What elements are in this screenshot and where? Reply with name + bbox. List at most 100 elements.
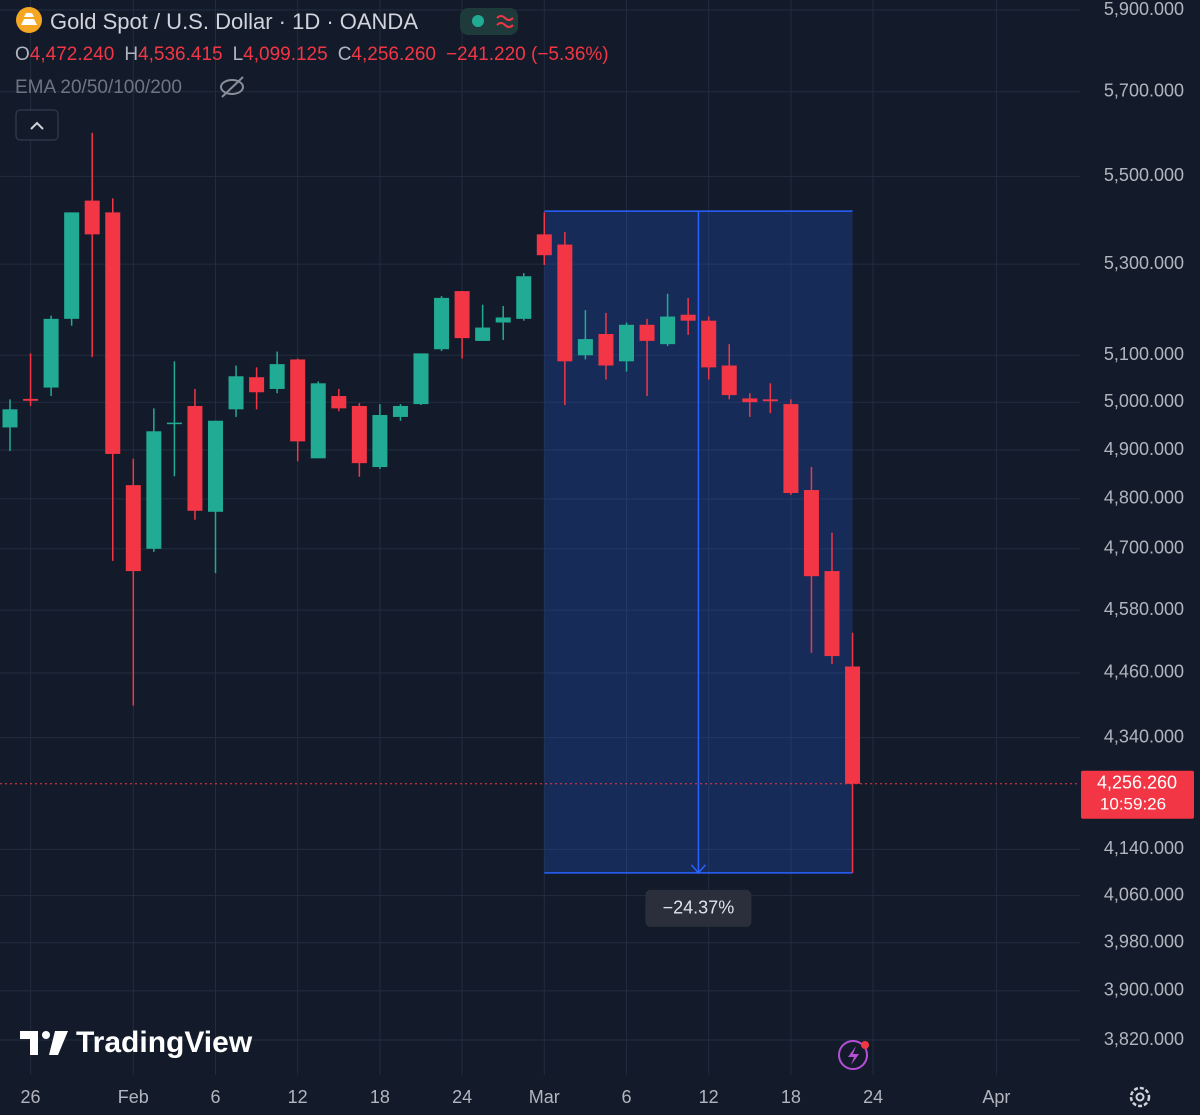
ohlc-row: O 4,472.240 H 4,536.415 L 4,099.125 C 4,… — [15, 42, 609, 68]
candle-body — [516, 276, 532, 319]
y-tick-label: 4,340.000 — [1104, 726, 1184, 746]
delay-icon — [496, 15, 514, 28]
candle-body — [228, 376, 244, 410]
high-key: H — [124, 44, 139, 65]
low-value: 4,099.125 — [243, 44, 328, 65]
candle-body — [742, 398, 758, 403]
y-tick-label: 5,000.000 — [1104, 391, 1184, 411]
logo-mark — [42, 1031, 50, 1039]
x-tick-label: 26 — [21, 1087, 41, 1107]
candle-body — [577, 339, 593, 356]
measure-layer: −24.37% — [0, 210, 1080, 927]
candle-body — [208, 420, 223, 512]
candle-body — [290, 359, 306, 442]
x-tick-label: 18 — [781, 1087, 801, 1107]
price-tag-value: 4,256.260 — [1097, 773, 1177, 793]
candle-body — [680, 314, 696, 321]
candle-body — [166, 422, 182, 425]
x-tick-label: Apr — [982, 1087, 1010, 1107]
alert-ring — [838, 1040, 868, 1070]
x-tick-label: 24 — [863, 1087, 883, 1107]
logo: TradingView — [20, 1026, 253, 1059]
symbol-title: Gold Spot / U.S. Dollar · 1D · OANDA — [50, 9, 418, 34]
candle-body — [454, 291, 470, 339]
high-value: 4,536.415 — [138, 44, 223, 65]
hide-icon[interactable] — [220, 76, 244, 98]
status-pill[interactable] — [460, 8, 518, 35]
candle-body — [475, 327, 491, 341]
logo-mark — [49, 1031, 68, 1055]
x-tick-label: 6 — [621, 1087, 631, 1107]
close-value: 4,256.260 — [351, 44, 436, 65]
candle-body — [372, 415, 388, 468]
x-tick-label: 12 — [699, 1087, 719, 1107]
x-tick-label: Feb — [118, 1087, 149, 1107]
x-tick-label: 12 — [288, 1087, 308, 1107]
candle-body — [639, 324, 655, 341]
candle-body — [2, 409, 18, 428]
candle-body — [23, 398, 39, 401]
y-tick-label: 3,820.000 — [1104, 1029, 1184, 1049]
candle-body — [845, 666, 861, 784]
candle-body — [310, 383, 326, 459]
y-tick-label: 3,900.000 — [1104, 980, 1184, 1000]
candle-body — [495, 317, 511, 323]
y-tick-label: 4,060.000 — [1104, 884, 1184, 904]
candle-body — [598, 333, 614, 366]
y-tick-label: 4,580.000 — [1104, 599, 1184, 619]
candle-body — [701, 320, 717, 368]
candle-body — [187, 405, 203, 511]
y-tick-label: 4,800.000 — [1104, 488, 1184, 508]
candle-body — [536, 234, 552, 256]
indicator: EMA 20/50/100/200 — [15, 77, 182, 98]
x-tick-label: 6 — [210, 1087, 220, 1107]
candle-body — [351, 405, 367, 464]
y-tick-label: 4,900.000 — [1104, 439, 1184, 459]
y-tick-label: 5,700.000 — [1104, 80, 1184, 100]
candle-body — [803, 490, 819, 577]
chevron — [30, 121, 44, 130]
candle-body — [392, 405, 408, 417]
candle-body — [269, 364, 285, 389]
candle-body — [146, 431, 162, 549]
gear-center — [1135, 1092, 1145, 1102]
indicator-row: EMA 20/50/100/200 — [15, 75, 182, 101]
y-tick-label: 5,900.000 — [1104, 0, 1184, 19]
open-key: O — [15, 44, 30, 65]
y-tick-label: 4,460.000 — [1104, 662, 1184, 682]
alert-icon[interactable] — [838, 1040, 869, 1070]
alert-bolt — [848, 1046, 859, 1065]
x-tick-label: 24 — [452, 1087, 472, 1107]
close-key: C — [337, 44, 352, 65]
alert-dot — [861, 1041, 869, 1049]
candle-body — [721, 365, 737, 396]
y-tick-label: 5,100.000 — [1104, 344, 1184, 364]
low-key: L — [232, 44, 244, 65]
measure-label: −24.37% — [663, 898, 735, 918]
symbol-icon-bars — [21, 13, 37, 25]
candle-body — [84, 200, 100, 235]
candle-body — [660, 316, 676, 345]
candle-body — [331, 396, 347, 409]
candle-body — [125, 485, 141, 572]
candle-body — [783, 404, 799, 493]
eye-slash — [221, 76, 244, 98]
collapse-button[interactable] — [15, 109, 59, 141]
y-tick-label: 4,700.000 — [1104, 538, 1184, 558]
candle-body — [824, 571, 840, 657]
y-tick-label: 5,300.000 — [1104, 253, 1184, 273]
measure-label-bg — [645, 889, 752, 927]
settings-icon[interactable] — [1129, 1086, 1151, 1108]
symbol-row: Gold Spot / U.S. Dollar · 1D · OANDA — [50, 8, 418, 36]
candle-body — [619, 324, 634, 362]
candle-body — [43, 318, 59, 388]
candle-body — [413, 353, 429, 405]
price-tag — [1081, 770, 1194, 819]
gear — [1129, 1086, 1151, 1108]
candle-body — [557, 244, 573, 362]
price-tag-countdown: 10:59:26 — [1100, 794, 1166, 813]
candle-body — [434, 297, 450, 350]
